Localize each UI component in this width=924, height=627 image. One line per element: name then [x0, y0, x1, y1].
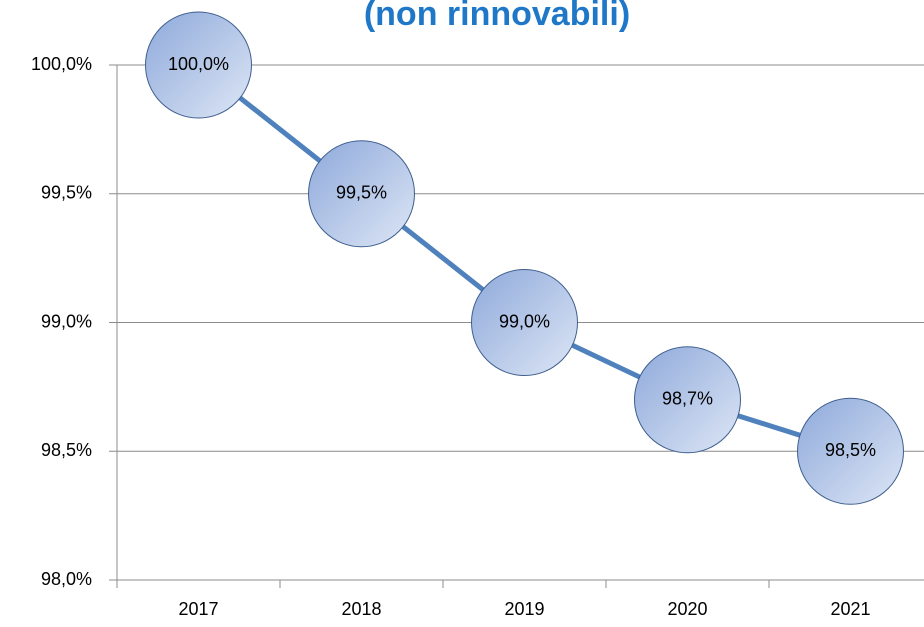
data-label: 98,7% [662, 389, 713, 409]
y-tick-label: 100,0% [31, 54, 92, 74]
marker [145, 11, 252, 119]
data-label: 99,0% [499, 311, 550, 331]
marker [634, 346, 741, 454]
y-tick-label: 98,5% [41, 440, 92, 460]
marker [797, 397, 904, 505]
x-tick-label: 2021 [830, 599, 870, 619]
x-tick-label: 2018 [341, 599, 381, 619]
y-tick-label: 99,0% [41, 311, 92, 331]
y-tick-label: 98,0% [41, 569, 92, 589]
line [196, 63, 852, 454]
chart-title: (non rinnovabili) [364, 0, 630, 33]
data-label: 100,0% [168, 54, 229, 74]
x-tick-label: 2017 [178, 599, 218, 619]
marker [471, 269, 578, 376]
y-tick-label: 99,5% [41, 183, 92, 203]
x-tick-label: 2019 [504, 599, 544, 619]
data-label: 99,5% [336, 183, 387, 203]
marker [308, 140, 415, 248]
x-tick-label: 2020 [667, 599, 707, 619]
data-label: 98,5% [825, 440, 876, 460]
